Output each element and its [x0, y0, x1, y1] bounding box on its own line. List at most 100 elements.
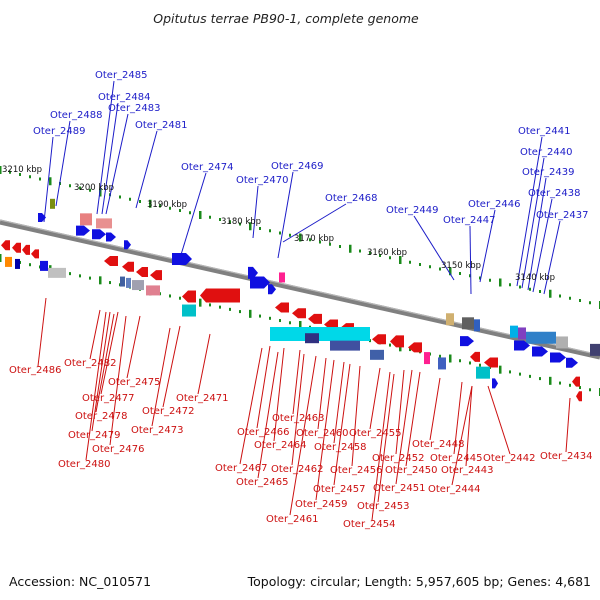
- tick-mark: [239, 310, 241, 314]
- gene-label: Oter_2463: [272, 413, 325, 424]
- gene-label: Oter_2478: [75, 411, 128, 422]
- gene-label: Oter_2464: [254, 440, 307, 451]
- gene-box: [40, 260, 48, 271]
- kbp-label: 3210 kbp: [2, 165, 42, 175]
- connector-line: [405, 371, 421, 467]
- reverse-gene: [182, 290, 196, 303]
- connector-line: [315, 359, 335, 501]
- gene-label: Oter_2457: [313, 484, 366, 495]
- reverse-gene: [484, 357, 498, 368]
- gene-label: Oter_2489: [33, 126, 86, 137]
- gene-box: [476, 366, 490, 379]
- gene-label: Oter_2452: [372, 453, 425, 464]
- connector-line: [135, 130, 158, 209]
- tick-mark: [259, 227, 261, 230]
- tick-mark: [39, 177, 41, 181]
- connector-line: [333, 363, 351, 486]
- tick-mark: [299, 321, 302, 329]
- tick-mark: [399, 343, 402, 352]
- gene-box: [132, 280, 144, 291]
- tick-mark: [569, 296, 571, 300]
- connector-line: [465, 385, 473, 467]
- gene-label: Oter_2459: [295, 499, 348, 510]
- gene-label: Oter_2454: [343, 519, 396, 530]
- connector-line: [527, 177, 547, 291]
- forward-gene: [566, 357, 578, 368]
- tick-mark: [249, 309, 252, 318]
- tick-mark: [189, 211, 191, 215]
- reverse-gene: [31, 249, 39, 259]
- tick-mark: [149, 199, 152, 208]
- tick-mark: [449, 267, 452, 276]
- gene-label: Oter_2477: [82, 393, 135, 404]
- connector-line: [333, 361, 345, 444]
- tick-mark: [509, 370, 511, 374]
- tick-mark: [359, 249, 361, 253]
- connector-line: [453, 381, 463, 455]
- tick-mark: [179, 209, 181, 212]
- connector-line: [101, 102, 119, 215]
- kbp-label: 3180 kbp: [221, 217, 261, 227]
- accession-text: Accession: NC_010571: [9, 574, 151, 589]
- connector-line: [239, 347, 263, 465]
- tick-mark: [249, 222, 252, 231]
- kbp-label: 3140 kbp: [515, 273, 555, 283]
- connector-line: [487, 385, 511, 455]
- connector-line: [479, 209, 496, 283]
- tick-mark: [469, 361, 471, 365]
- tick-mark: [209, 215, 211, 219]
- gene-box: [279, 272, 285, 283]
- gene-box: [126, 277, 131, 288]
- gene-label: Oter_2481: [135, 120, 188, 131]
- reverse-gene: [1, 240, 10, 251]
- forward-gene: [92, 229, 106, 240]
- tick-mark: [79, 186, 81, 190]
- tick-mark: [259, 314, 261, 318]
- tick-mark: [69, 184, 71, 188]
- connector-line: [91, 311, 111, 432]
- reverse-gene: [576, 391, 582, 402]
- tick-mark: [89, 276, 91, 280]
- connector-line: [105, 113, 129, 215]
- tick-mark: [409, 348, 411, 352]
- gene-label: Oter_2449: [386, 205, 439, 216]
- reverse-gene: [572, 376, 580, 387]
- gene-label: Oter_2447: [443, 215, 496, 226]
- tick-mark: [459, 359, 461, 363]
- gene-label: Oter_2482: [64, 358, 117, 369]
- gene-box: [5, 256, 12, 267]
- forward-gene: [460, 336, 474, 347]
- gene-box: [182, 304, 196, 317]
- tick-mark: [279, 231, 281, 235]
- tick-mark: [109, 281, 111, 285]
- gene-label: Oter_2469: [271, 161, 324, 172]
- tick-mark: [349, 244, 352, 253]
- connector-line: [96, 80, 115, 215]
- gene-box: [370, 349, 384, 360]
- connector-line: [451, 385, 473, 486]
- connector-line: [395, 369, 413, 485]
- gene-label: Oter_2451: [373, 483, 426, 494]
- gene-label: Oter_2456: [330, 465, 383, 476]
- connector-line: [317, 357, 327, 430]
- connector-line: [151, 327, 171, 427]
- tick-mark: [229, 220, 231, 224]
- forward-gene: [532, 346, 548, 357]
- reverse-gene: [22, 244, 30, 255]
- forward-gene: [268, 284, 276, 295]
- tick-mark: [319, 240, 321, 244]
- gene-box: [330, 340, 360, 351]
- gene-label: Oter_2458: [314, 442, 367, 453]
- connector-line: [197, 333, 211, 395]
- connector-line: [257, 351, 279, 479]
- reverse-gene: [150, 270, 162, 281]
- gene-box: [50, 198, 55, 209]
- tick-mark: [89, 188, 91, 192]
- gene-label: Oter_2438: [528, 188, 581, 199]
- tick-mark: [479, 276, 481, 280]
- connector-line: [543, 220, 561, 295]
- gene-box: [424, 352, 430, 365]
- gene-label: Oter_2446: [468, 199, 521, 210]
- gene-label: Oter_2453: [357, 501, 410, 512]
